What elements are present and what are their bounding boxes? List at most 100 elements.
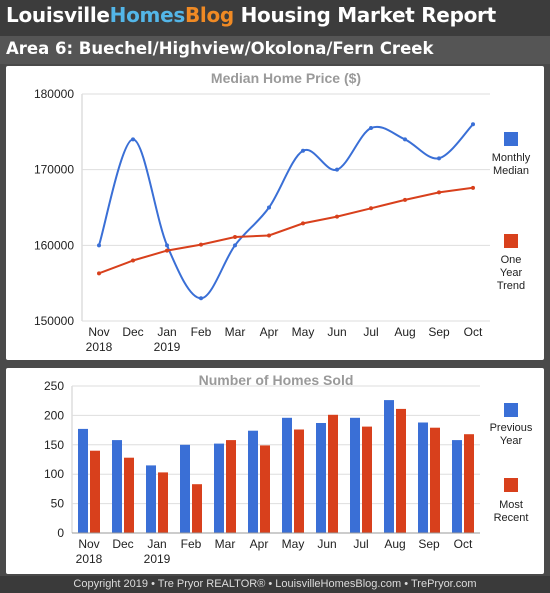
series-line xyxy=(98,123,474,300)
y-tick-label: 170000 xyxy=(34,163,74,177)
y-tick-label: 50 xyxy=(51,497,65,511)
legend-swatch-most-recent xyxy=(504,478,518,492)
y-tick-label: 150 xyxy=(44,438,64,452)
chart-title: Number of Homes Sold xyxy=(199,372,354,388)
data-point xyxy=(131,137,135,142)
x-tick-label: May xyxy=(282,537,305,551)
x-tick-label: Mar xyxy=(225,325,246,339)
brand-part-homes: Homes xyxy=(109,3,186,27)
y-tick-label: 0 xyxy=(57,526,64,540)
x-tick-label: Feb xyxy=(191,325,212,339)
y-tick-label: 160000 xyxy=(34,238,74,252)
x-tick-label: Oct xyxy=(454,537,473,551)
x-tick-label: Apr xyxy=(260,325,279,339)
report-header: LouisvilleHomesBlog Housing Market Repor… xyxy=(0,0,550,36)
x-tick-label: Dec xyxy=(122,325,143,339)
legend-label-one: One xyxy=(501,254,522,266)
bar-most-recent xyxy=(362,426,372,533)
data-point xyxy=(301,221,305,226)
bar-most-recent xyxy=(226,440,236,533)
x-tick-label: Jan xyxy=(157,325,176,339)
footer-text: Copyright 2019 • Tre Pryor REALTOR® • Lo… xyxy=(73,578,477,590)
data-point xyxy=(437,156,441,161)
data-point xyxy=(403,137,407,142)
bar-most-recent xyxy=(328,414,338,533)
bar-previous-year xyxy=(384,400,394,533)
legend-label-year: Year xyxy=(500,267,523,279)
homes-sold-panel: Number of Homes Sold 0 50 100 150 200 250 Nov 20… xyxy=(6,368,544,574)
bar-most-recent xyxy=(430,427,440,533)
legend-label-recent: Recent xyxy=(494,512,529,524)
median-price-chart: Median Home Price ($) 150000 160000 170000 1… xyxy=(34,70,531,354)
bar-most-recent xyxy=(192,484,202,533)
series-line xyxy=(98,186,474,275)
bar-previous-year xyxy=(418,422,428,533)
data-point xyxy=(97,271,101,276)
bar-previous-year xyxy=(112,440,122,533)
median-price-panel: Median Home Price ($) 150000 160000 170000 1… xyxy=(6,66,544,360)
x-tick-label: Nov xyxy=(88,325,109,339)
data-point xyxy=(267,205,271,210)
data-point xyxy=(369,206,373,211)
area-title: Area 6: Buechel/Highview/Okolona/Fern Cr… xyxy=(6,39,434,58)
x-tick-label: Jun xyxy=(327,325,346,339)
report-title: Housing Market Report xyxy=(240,3,497,27)
x-tick-label: Apr xyxy=(250,537,269,551)
x-tick-year: 2019 xyxy=(154,340,181,354)
x-tick-year: 2018 xyxy=(86,340,113,354)
x-tick-label: Aug xyxy=(384,537,405,551)
bar-previous-year xyxy=(180,444,190,533)
x-tick-label: Nov xyxy=(78,537,99,551)
legend-label-median: Median xyxy=(493,165,529,177)
x-tick-label: Feb xyxy=(181,537,202,551)
x-tick-label: Sep xyxy=(428,325,450,339)
legend-swatch-previous-year xyxy=(504,403,518,417)
data-point xyxy=(199,296,203,301)
homes-sold-chart: Number of Homes Sold 0 50 100 150 200 250 Nov 20… xyxy=(44,372,533,566)
x-tick-label: Jul xyxy=(363,325,378,339)
data-point xyxy=(97,243,101,248)
data-point xyxy=(131,258,135,263)
x-tick-label: Sep xyxy=(418,537,440,551)
data-point xyxy=(233,235,237,240)
data-point xyxy=(471,122,475,127)
bar-most-recent xyxy=(396,408,406,533)
bar-previous-year xyxy=(78,428,88,533)
y-tick-label: 200 xyxy=(44,408,64,422)
data-point xyxy=(335,214,339,219)
bar-previous-year xyxy=(452,440,462,533)
bar-most-recent xyxy=(158,472,168,533)
legend-label-year-2: Year xyxy=(500,435,523,447)
bar-previous-year xyxy=(350,417,360,533)
data-point xyxy=(335,167,339,172)
data-point xyxy=(301,148,305,153)
data-point xyxy=(369,126,373,131)
x-tick-label: Dec xyxy=(112,537,133,551)
bar-previous-year xyxy=(316,423,326,533)
x-tick-label: Oct xyxy=(464,325,483,339)
data-point xyxy=(233,243,237,248)
bar-most-recent xyxy=(260,445,270,533)
legend-label-trend: Trend xyxy=(497,280,525,292)
brand-part-louisville: Louisville xyxy=(6,3,110,27)
y-tick-label: 100 xyxy=(44,467,64,481)
bar-most-recent xyxy=(124,457,134,533)
data-point xyxy=(165,248,169,253)
bar-most-recent xyxy=(464,434,474,533)
bar-previous-year xyxy=(282,417,292,533)
chart-title: Median Home Price ($) xyxy=(211,70,361,86)
x-tick-year: 2019 xyxy=(144,552,171,566)
x-tick-label: May xyxy=(292,325,315,339)
x-tick-label: Jun xyxy=(317,537,336,551)
data-point xyxy=(403,197,407,202)
bar-previous-year xyxy=(214,443,224,533)
bar-most-recent xyxy=(90,450,100,533)
x-tick-label: Mar xyxy=(215,537,236,551)
data-point xyxy=(267,233,271,238)
data-point xyxy=(437,190,441,195)
bar-previous-year xyxy=(248,430,258,533)
y-tick-label: 250 xyxy=(44,379,64,393)
y-tick-label: 150000 xyxy=(34,314,74,328)
brand-title: LouisvilleHomesBlog Housing Market Repor… xyxy=(6,3,496,27)
data-point xyxy=(199,242,203,247)
